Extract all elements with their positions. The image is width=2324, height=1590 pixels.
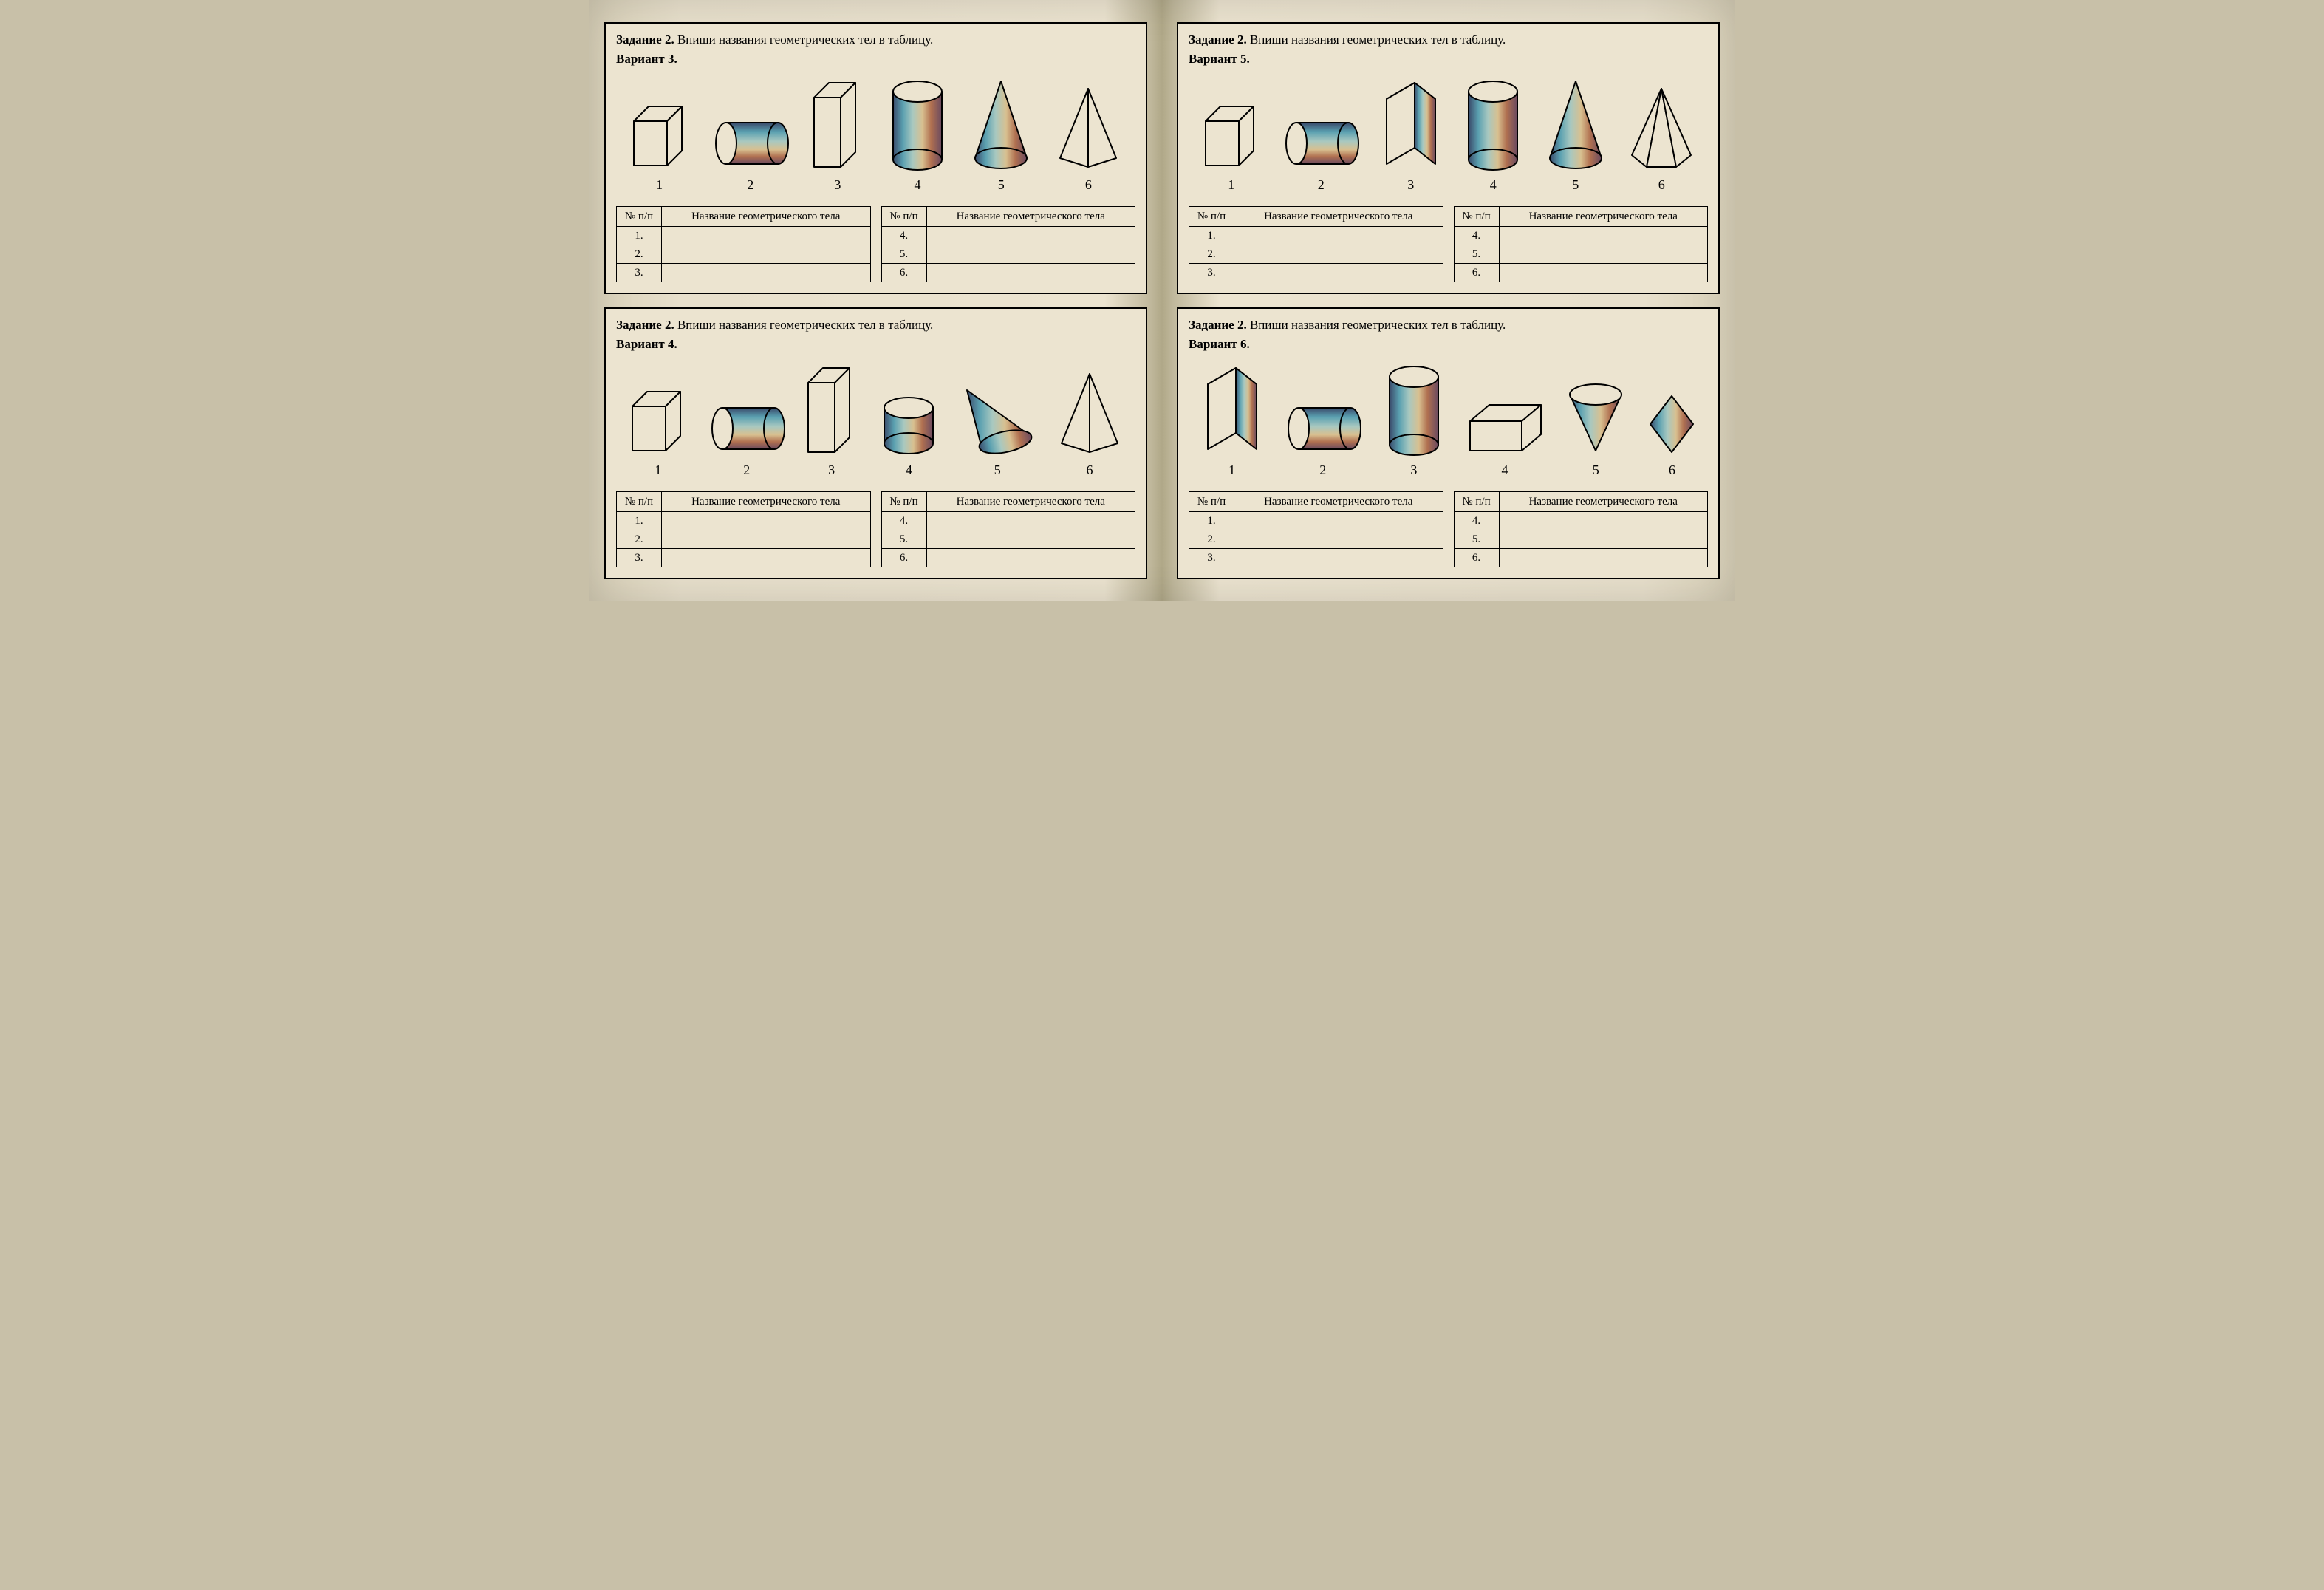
- tables-pair: № п/пНазвание геометрического тела 1.2.3…: [1189, 491, 1708, 567]
- figure-row: 1 2 3 4: [1189, 358, 1708, 480]
- figure-3: 3: [1378, 77, 1444, 193]
- figure-1: 1: [1199, 362, 1265, 478]
- figure-row: 1 2 3 4: [616, 358, 1135, 480]
- answer-table: № п/пНазвание геометрического тела 1.2.3…: [1189, 206, 1443, 282]
- task-title: Задание 2. Впиши названия геометрических…: [616, 33, 1135, 47]
- answer-table: № п/пНазвание геометрического тела 1.2.3…: [616, 206, 871, 282]
- figure-number: 6: [1658, 177, 1665, 193]
- right-page: Задание 2. Впиши названия геометрических…: [1177, 22, 1720, 579]
- answer-table: № п/пНазвание геометрического тела 4.5.6…: [1454, 491, 1709, 567]
- figure-number: 3: [828, 463, 835, 478]
- figure-number: 6: [1087, 463, 1093, 478]
- figure-6: 6: [1646, 392, 1698, 478]
- answer-table: № п/пНазвание геометрического тела 1.2.3…: [1189, 491, 1443, 567]
- figure-number: 4: [915, 177, 921, 193]
- task-card: Задание 2. Впиши названия геометрических…: [1177, 307, 1720, 579]
- tables-pair: № п/пНазвание геометрического тела 1.2.3…: [1189, 206, 1708, 282]
- figure-1: 1: [625, 384, 691, 478]
- figure-5: 5: [1562, 377, 1629, 478]
- figure-number: 5: [1572, 177, 1579, 193]
- figure-number: 3: [834, 177, 841, 193]
- figure-number: 1: [656, 177, 663, 193]
- figure-2: 2: [706, 399, 787, 478]
- figure-number: 5: [994, 463, 1001, 478]
- figure-3: 3: [808, 77, 867, 193]
- answer-table: № п/пНазвание геометрического тела 1.2.3…: [616, 491, 871, 567]
- figure-number: 2: [743, 463, 750, 478]
- figure-number: 2: [1319, 463, 1326, 478]
- figure-number: 4: [1490, 177, 1497, 193]
- figure-1: 1: [1198, 99, 1265, 193]
- figure-4: 4: [1460, 77, 1526, 193]
- variant-label: Вариант 3.: [616, 52, 1135, 66]
- figure-2: 2: [1280, 114, 1361, 193]
- figure-6: 6: [1624, 84, 1698, 193]
- answer-table: № п/пНазвание геометрического тела 4.5.6…: [881, 491, 1136, 567]
- figure-6: 6: [1051, 84, 1125, 193]
- figure-4: 4: [875, 392, 942, 478]
- tables-pair: № п/пНазвание геометрического тела 1.2.3…: [616, 491, 1135, 567]
- figure-number: 6: [1085, 177, 1092, 193]
- variant-label: Вариант 5.: [1189, 52, 1708, 66]
- figure-5: 5: [1542, 77, 1609, 193]
- figure-number: 1: [1228, 463, 1235, 478]
- task-title: Задание 2. Впиши названия геометрических…: [1189, 318, 1708, 332]
- figure-3: 3: [1381, 362, 1447, 478]
- figure-2: 2: [1282, 399, 1364, 478]
- figure-row: 1 2 3 4: [616, 72, 1135, 194]
- answer-table: № п/пНазвание геометрического тела 4.5.6…: [1454, 206, 1709, 282]
- figure-number: 1: [1228, 177, 1234, 193]
- figure-2: 2: [710, 114, 791, 193]
- task-card: Задание 2. Впиши названия геометрических…: [604, 307, 1147, 579]
- figure-6: 6: [1053, 369, 1127, 478]
- figure-number: 4: [1502, 463, 1508, 478]
- figure-4: 4: [884, 77, 951, 193]
- figure-3: 3: [802, 362, 861, 478]
- task-card: Задание 2. Впиши названия геометрических…: [1177, 22, 1720, 294]
- figure-5: 5: [957, 377, 1038, 478]
- figure-number: 3: [1410, 463, 1417, 478]
- task-title: Задание 2. Впиши названия геометрических…: [616, 318, 1135, 332]
- variant-label: Вариант 6.: [1189, 337, 1708, 352]
- figure-number: 5: [998, 177, 1005, 193]
- tables-pair: № п/пНазвание геометрического тела 1.2.3…: [616, 206, 1135, 282]
- task-title: Задание 2. Впиши названия геометрических…: [1189, 33, 1708, 47]
- figure-row: 1 2 3 4: [1189, 72, 1708, 194]
- left-page: Задание 2. Впиши названия геометрических…: [604, 22, 1147, 579]
- figure-number: 3: [1407, 177, 1414, 193]
- variant-label: Вариант 4.: [616, 337, 1135, 352]
- figure-number: 2: [1318, 177, 1325, 193]
- figure-1: 1: [626, 99, 693, 193]
- figure-number: 5: [1593, 463, 1599, 478]
- figure-number: 1: [655, 463, 661, 478]
- figure-number: 2: [747, 177, 753, 193]
- book-spread: Задание 2. Впиши названия геометрических…: [589, 0, 1735, 601]
- figure-number: 6: [1669, 463, 1675, 478]
- figure-number: 4: [906, 463, 912, 478]
- figure-4: 4: [1464, 399, 1545, 478]
- task-card: Задание 2. Впиши названия геометрических…: [604, 22, 1147, 294]
- answer-table: № п/пНазвание геометрического тела 4.5.6…: [881, 206, 1136, 282]
- figure-5: 5: [968, 77, 1034, 193]
